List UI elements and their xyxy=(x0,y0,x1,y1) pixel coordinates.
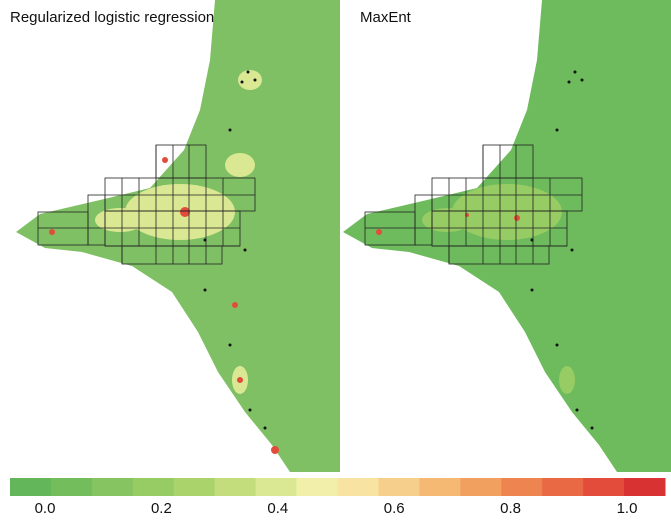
legend-swatch xyxy=(214,478,257,496)
survey-grid xyxy=(364,144,583,265)
occurrence-points xyxy=(203,70,267,430)
legend-swatch xyxy=(337,478,379,496)
suitability-patches xyxy=(422,184,575,394)
legend-tick-label: 1.0 xyxy=(617,500,638,515)
legend-swatch xyxy=(624,478,666,496)
legend-swatch xyxy=(296,478,338,496)
legend-tick-label: 0.8 xyxy=(500,500,521,515)
legend-swatch xyxy=(378,478,420,496)
panel-title: Regularized logistic regression xyxy=(10,9,214,26)
legend-tick-label: 0.6 xyxy=(384,500,405,515)
legend-swatch xyxy=(91,478,134,496)
legend: 0.0 0.2 0.4 0.6 0.8 1.0 xyxy=(10,478,666,517)
occurrence-points xyxy=(530,70,594,430)
legend-swatch xyxy=(132,478,175,496)
legend-swatch xyxy=(173,478,216,496)
survey-grid xyxy=(37,144,256,265)
legend-swatch xyxy=(255,478,298,496)
legend-swatch xyxy=(10,478,52,496)
legend-tick-label: 0.4 xyxy=(267,500,288,515)
legend-swatch xyxy=(419,478,461,496)
legend-swatch xyxy=(583,478,625,496)
left-map: Regularized logistic regression xyxy=(10,0,340,472)
legend-tick-label: 0.2 xyxy=(151,500,172,515)
legend-swatch xyxy=(50,478,93,496)
high-spots xyxy=(49,157,279,454)
legend-tick-label: 0.0 xyxy=(35,500,56,515)
legend-swatch xyxy=(460,478,502,496)
legend-swatch xyxy=(501,478,543,496)
right-map: MaxEnt xyxy=(343,0,671,472)
legend-swatch xyxy=(542,478,584,496)
panel-title: MaxEnt xyxy=(360,9,412,26)
